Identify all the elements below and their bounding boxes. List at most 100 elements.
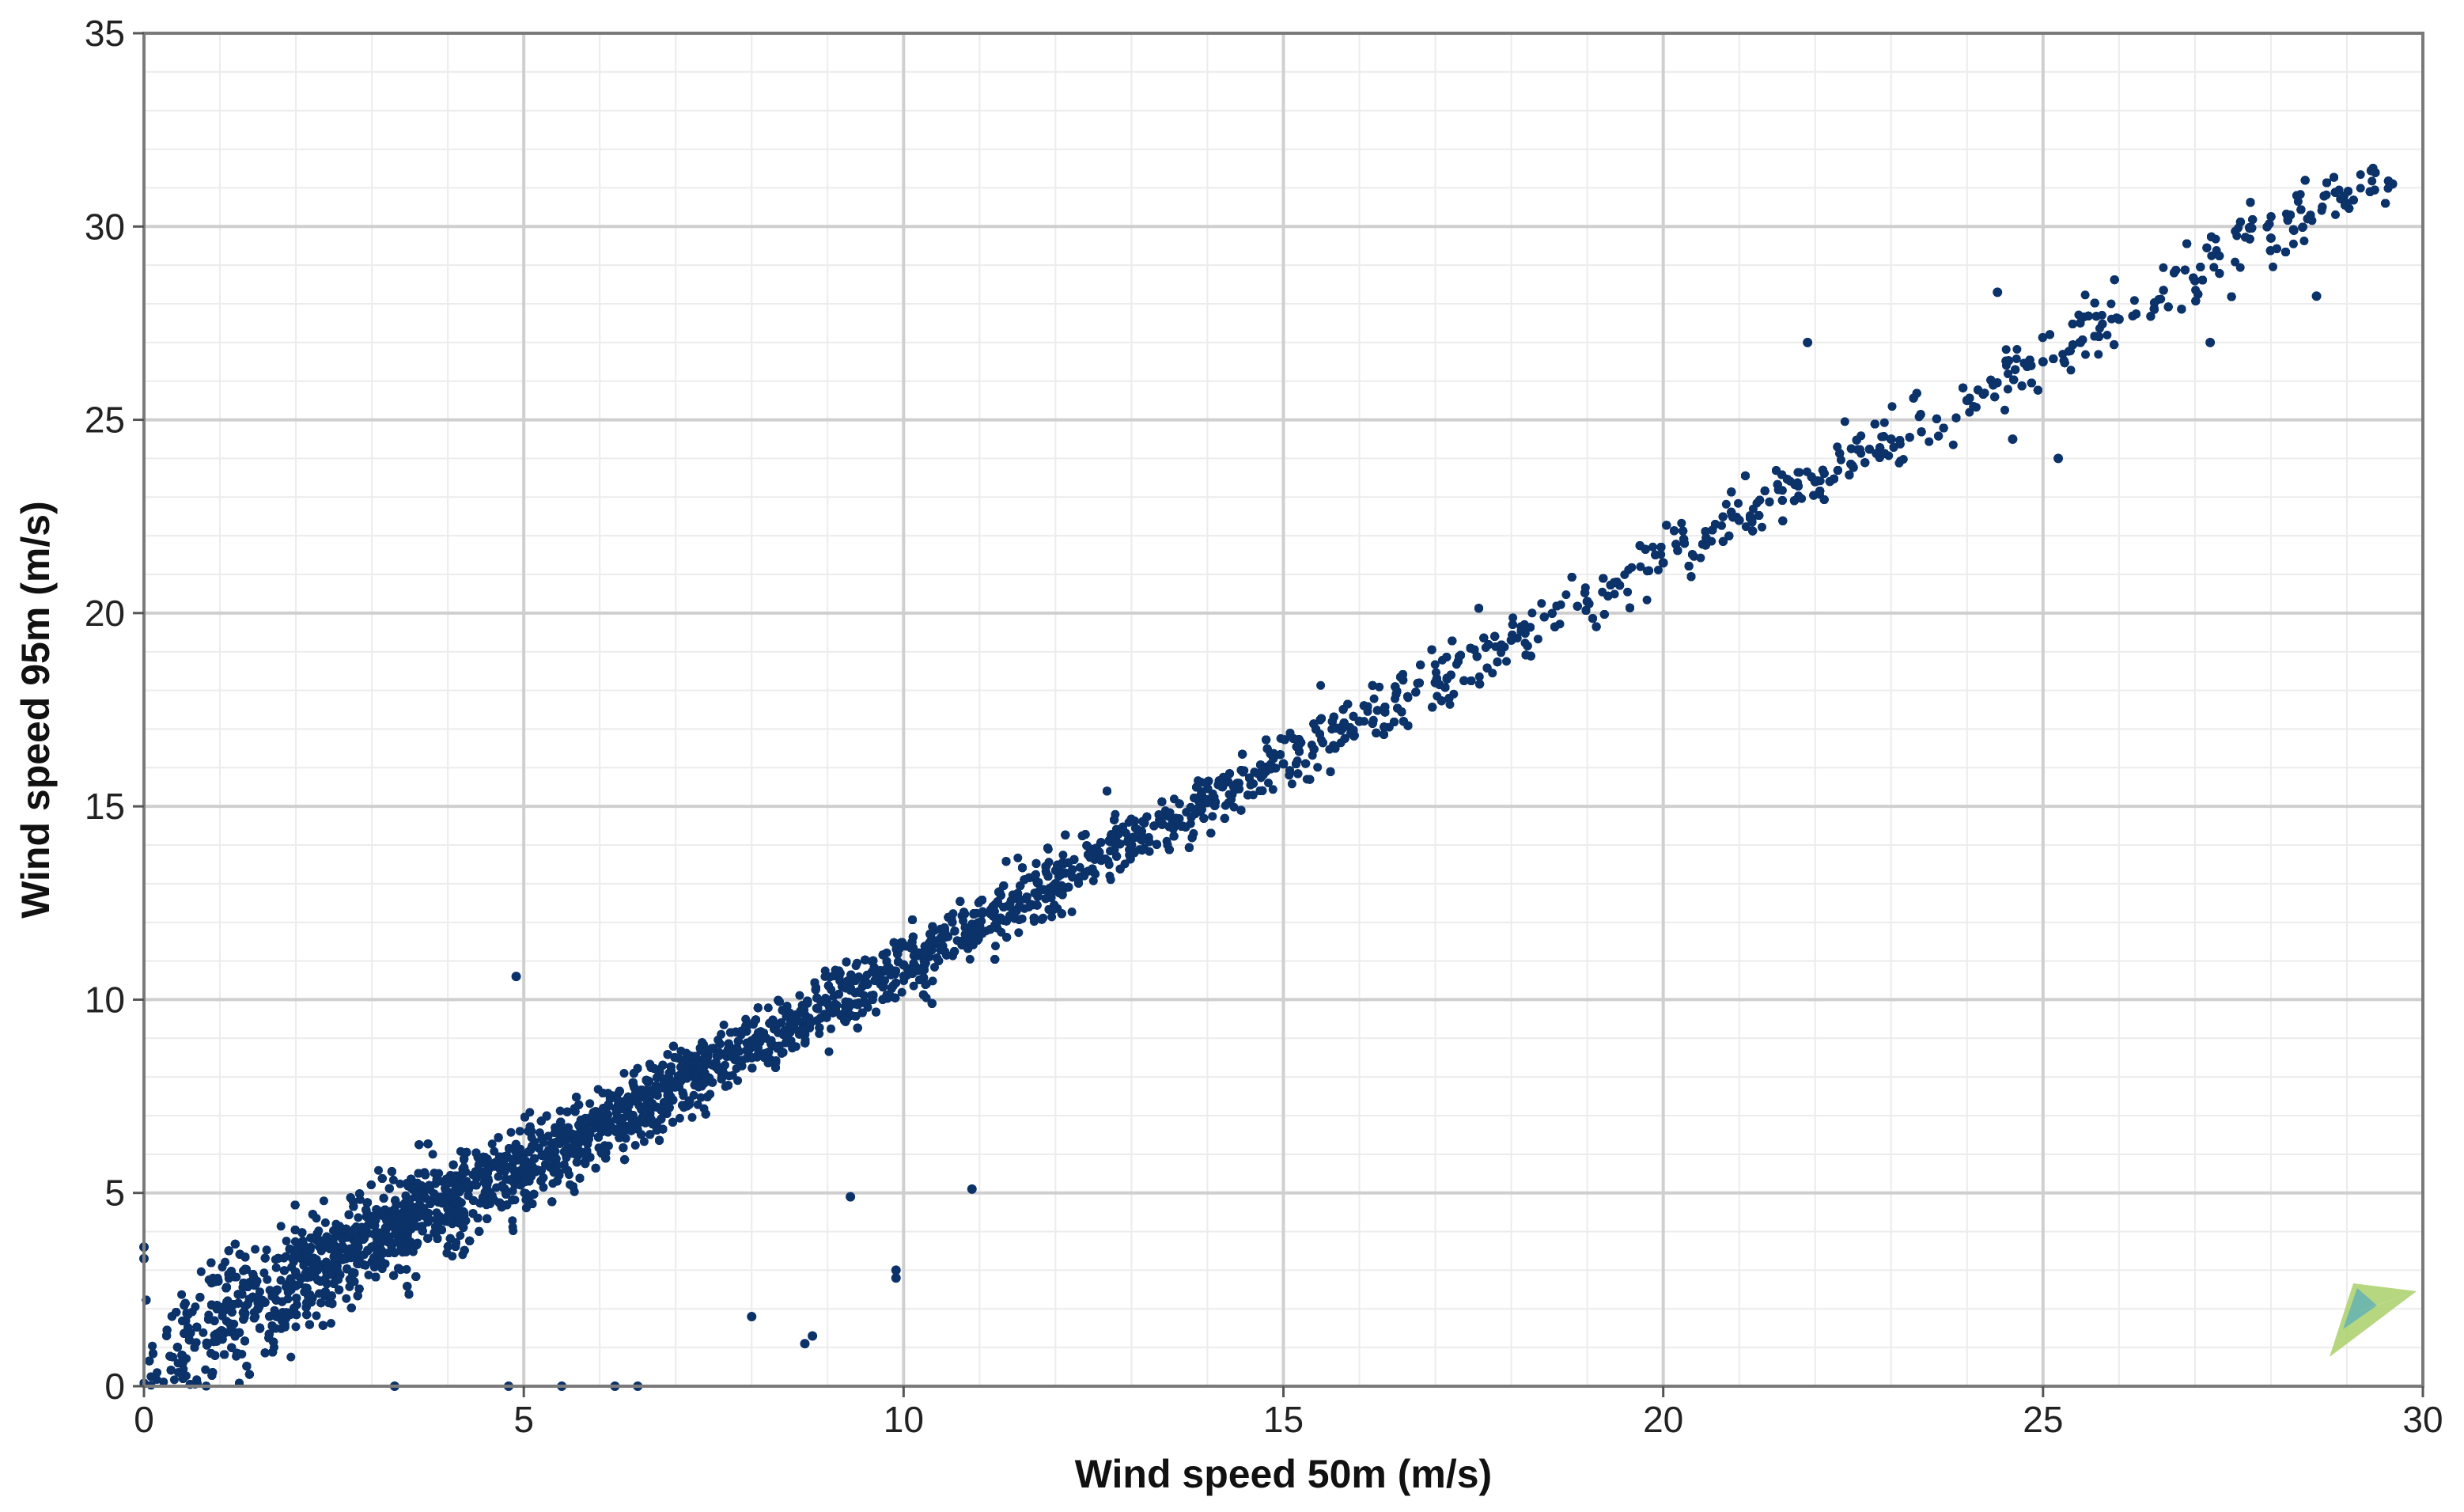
- data-point: [733, 1076, 742, 1085]
- data-point: [516, 1127, 524, 1135]
- data-point: [1888, 402, 1897, 411]
- data-point: [1269, 785, 1277, 794]
- data-point: [1734, 499, 1743, 508]
- data-point: [1313, 763, 1322, 771]
- data-point: [321, 1218, 330, 1227]
- data-point: [688, 1113, 697, 1122]
- data-point: [1208, 812, 1217, 820]
- data-point: [966, 955, 975, 964]
- data-point: [717, 1030, 725, 1039]
- data-point: [1534, 635, 1542, 643]
- data-point: [1620, 570, 1629, 579]
- data-point: [277, 1222, 286, 1230]
- data-point: [146, 1372, 155, 1381]
- data-point: [631, 1141, 640, 1150]
- data-point: [1370, 695, 1379, 703]
- data-point: [795, 991, 804, 1000]
- data-point: [507, 1128, 516, 1137]
- data-point: [1636, 563, 1645, 571]
- data-point: [312, 1311, 321, 1320]
- data-point: [148, 1342, 157, 1351]
- data-point: [1561, 590, 1570, 599]
- data-point: [354, 1213, 362, 1222]
- data-point: [2331, 210, 2340, 219]
- data-point: [1107, 875, 1115, 884]
- data-point: [898, 988, 906, 997]
- data-point: [292, 1322, 301, 1331]
- data-point: [2081, 290, 2090, 299]
- data-point: [585, 1099, 594, 1108]
- data-points: [139, 164, 2398, 1391]
- data-point: [509, 1226, 517, 1235]
- data-point: [852, 961, 861, 970]
- data-point: [620, 1069, 629, 1078]
- data-point: [170, 1375, 179, 1384]
- data-point: [429, 1150, 437, 1158]
- data-point: [320, 1196, 328, 1205]
- data-point: [2002, 345, 2011, 354]
- data-point: [263, 1275, 271, 1284]
- data-point: [374, 1166, 383, 1175]
- data-point: [720, 1021, 729, 1029]
- data-point: [1024, 903, 1033, 911]
- data-point: [1537, 599, 1546, 608]
- data-point: [1925, 438, 1933, 446]
- data-point: [1894, 459, 1903, 468]
- data-point: [2299, 237, 2308, 245]
- data-point: [1795, 468, 1804, 477]
- data-point: [1949, 441, 1958, 449]
- data-point: [2269, 263, 2277, 271]
- data-point: [2081, 351, 2090, 359]
- data-point: [1047, 912, 1056, 921]
- data-point: [1677, 519, 1686, 528]
- data-point: [251, 1245, 259, 1254]
- data-point: [1316, 681, 1325, 690]
- data-point: [1502, 657, 1511, 665]
- data-point: [2231, 227, 2239, 236]
- data-point: [272, 1264, 281, 1272]
- data-point: [1648, 543, 1657, 551]
- data-point: [2356, 184, 2365, 192]
- data-point: [827, 1025, 835, 1033]
- data-point: [1068, 908, 1077, 916]
- data-point: [825, 1048, 834, 1056]
- data-point: [991, 942, 1000, 950]
- data-point: [177, 1290, 186, 1299]
- data-point: [2067, 366, 2076, 374]
- data-point: [1014, 928, 1023, 937]
- data-point: [2356, 170, 2365, 179]
- data-point: [1623, 588, 1632, 597]
- data-point: [2004, 385, 2012, 393]
- data-point: [2159, 263, 2167, 272]
- data-point: [2106, 300, 2115, 309]
- data-point: [1089, 877, 1098, 885]
- data-point: [1288, 779, 1296, 788]
- data-point: [1013, 854, 1022, 862]
- data-point: [2000, 406, 2009, 415]
- data-point: [488, 1139, 497, 1148]
- data-point: [448, 1252, 456, 1260]
- data-point: [2130, 296, 2139, 305]
- data-point: [2103, 331, 2111, 339]
- data-point: [764, 1003, 773, 1012]
- data-point: [2094, 350, 2103, 358]
- data-point: [286, 1353, 295, 1362]
- data-point: [389, 1176, 398, 1184]
- data-point: [1722, 500, 1731, 509]
- data-point: [263, 1245, 271, 1254]
- data-point: [1758, 523, 1766, 532]
- data-point: [1221, 801, 1230, 810]
- data-point: [2367, 176, 2376, 185]
- data-point: [2012, 345, 2021, 354]
- data-point: [1841, 417, 1849, 426]
- data-point: [342, 1294, 350, 1303]
- data-point: [1076, 863, 1084, 872]
- data-point: [2289, 240, 2298, 248]
- data-point: [2236, 263, 2245, 272]
- data-point: [218, 1263, 227, 1271]
- data-point: [1058, 851, 1067, 859]
- data-point: [255, 1287, 264, 1296]
- data-point: [197, 1268, 206, 1276]
